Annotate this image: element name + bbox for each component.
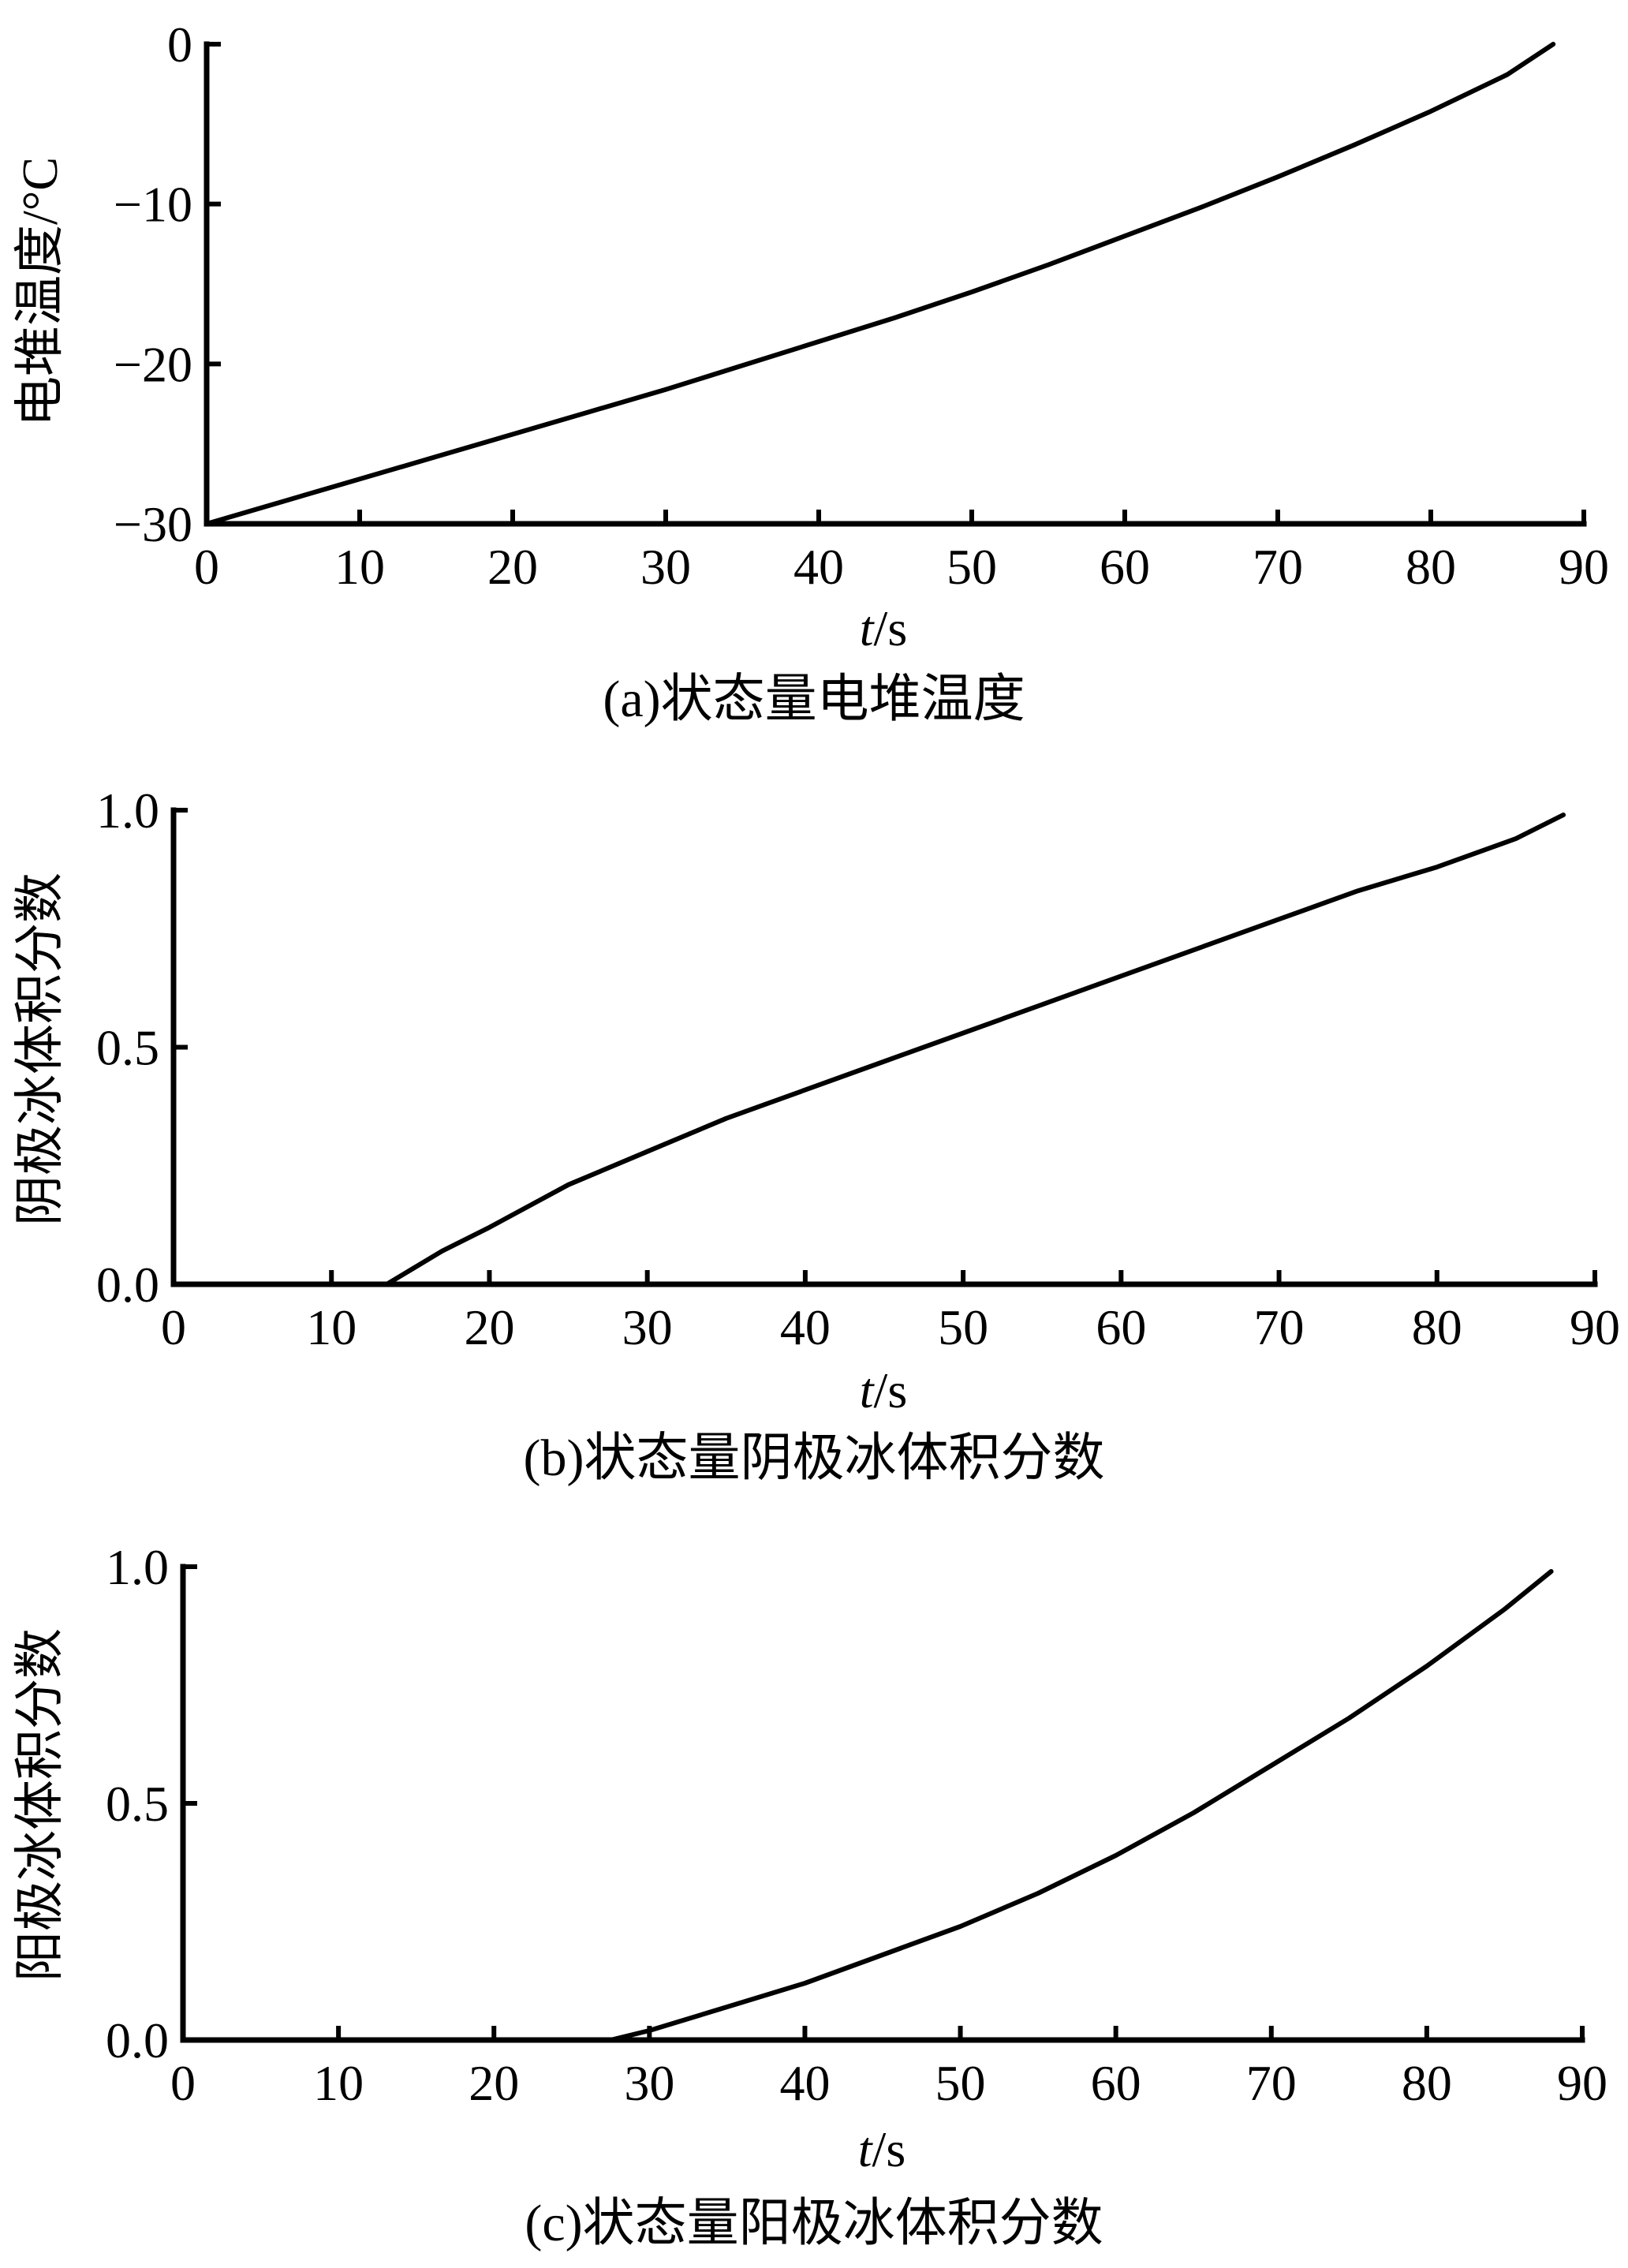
- panel-a-xlabel: t/s: [860, 600, 907, 656]
- panel-b-xtick-label: 10: [306, 1299, 357, 1355]
- panel-c-xtick-label: 50: [935, 2055, 986, 2111]
- panel-b-xtick-label: 50: [938, 1299, 988, 1355]
- panel-c-xtick-label: 70: [1246, 2055, 1297, 2111]
- panel-b-xtick-label: 60: [1096, 1299, 1146, 1355]
- panel-b-xtick-label: 30: [622, 1299, 673, 1355]
- panel-a-xtick-label: 20: [487, 539, 538, 595]
- panel-c-xtick-label: 20: [469, 2055, 519, 2111]
- panel-c: 0 10 20 30 40 50 60 70 80 90 0.0 0.5 1.0 阳极冰体积分数 t/s…: [12, 1539, 1607, 2252]
- panel-a-xtick-label: 80: [1406, 539, 1456, 595]
- panel-c-xlabel-unit: /s: [872, 2121, 906, 2177]
- panel-a-xtick-label: 90: [1559, 539, 1609, 595]
- panel-c-xtick-label: 10: [313, 2055, 364, 2111]
- panel-a-plot: 0 10 20 30 40 50 60 70 80 90 −30 −20 −10 0: [114, 17, 1609, 595]
- panel-b-ytick-label: 0.0: [96, 1257, 159, 1313]
- panel-b-xlabel-unit: /s: [874, 1362, 908, 1418]
- panel-c-ylabel: 阳极冰体积分数: [12, 1628, 68, 1982]
- panel-b-ytick-label: 1.0: [96, 783, 159, 839]
- panel-b-ylabel: 阴极冰体积分数: [12, 872, 68, 1226]
- panel-a-xtick-label: 50: [947, 539, 997, 595]
- panel-c-series-line: [181, 1569, 1554, 2042]
- panel-a-ylabel: 电堆温度/°C: [12, 157, 68, 427]
- panel-a-xlabel-unit: /s: [874, 600, 908, 656]
- panel-a: 0 10 20 30 40 50 60 70 80 90 −30 −20 −10 0 电堆温度/°C t/…: [12, 17, 1609, 728]
- panel-c-xtick-label: 60: [1091, 2055, 1141, 2111]
- panel-b-xtick-label: 70: [1254, 1299, 1305, 1355]
- panel-a-ytick-label: −10: [114, 177, 192, 233]
- panel-b-plot: 0 10 20 30 40 50 60 70 80 90 0.0 0.5 1.0: [96, 783, 1620, 1355]
- panel-a-ytick-label: −30: [114, 496, 192, 552]
- panel-a-ytick-label: 0: [167, 17, 192, 73]
- panel-c-xlabel: t/s: [858, 2121, 905, 2177]
- panel-b-ytick-label: 0.5: [96, 1020, 159, 1076]
- panel-a-xtick-label: 60: [1100, 539, 1150, 595]
- panel-a-series-line: [204, 42, 1556, 526]
- panel-c-plot: 0 10 20 30 40 50 60 70 80 90 0.0 0.5 1.0: [106, 1539, 1607, 2111]
- panel-b-xtick-label: 20: [464, 1299, 514, 1355]
- panel-b-series-line: [171, 813, 1566, 1287]
- panel-c-xlabel-var: t: [858, 2121, 874, 2177]
- panel-b: 0 10 20 30 40 50 60 70 80 90 0.0 0.5 1.0 阴极冰体积分数 t/s…: [12, 783, 1620, 1487]
- panel-b-xtick-label: 0: [161, 1299, 186, 1355]
- panel-c-xtick-label: 40: [779, 2055, 830, 2111]
- panel-c-xtick-label: 30: [624, 2055, 674, 2111]
- panel-b-xtick-label: 40: [780, 1299, 831, 1355]
- panel-c-caption: (c)状态量阳极冰体积分数: [525, 2195, 1103, 2252]
- panel-a-xtick-label: 70: [1253, 539, 1303, 595]
- panel-a-xtick-label: 0: [194, 539, 219, 595]
- panel-c-ytick-label: 0.5: [106, 1776, 169, 1832]
- panel-b-xlabel: t/s: [860, 1362, 907, 1418]
- panel-c-xtick-label: 90: [1557, 2055, 1607, 2111]
- panel-b-xtick-label: 80: [1412, 1299, 1462, 1355]
- panel-b-xtick-label: 90: [1570, 1299, 1620, 1355]
- panel-c-xtick-label: 0: [170, 2055, 196, 2111]
- panel-c-ytick-label: 1.0: [106, 1539, 169, 1595]
- panel-b-xlabel-var: t: [860, 1362, 876, 1418]
- panel-c-xtick-label: 80: [1402, 2055, 1452, 2111]
- panel-a-xlabel-var: t: [860, 600, 876, 656]
- panel-a-xtick-label: 30: [640, 539, 691, 595]
- panel-c-ytick-label: 0.0: [106, 2012, 169, 2068]
- panel-a-xtick-label: 40: [793, 539, 844, 595]
- panel-b-caption: (b)状态量阴极冰体积分数: [524, 1429, 1105, 1487]
- panel-a-ytick-label: −20: [114, 336, 192, 392]
- panel-a-caption: (a)状态量电堆温度: [603, 671, 1025, 728]
- panel-a-xtick-label: 10: [334, 539, 385, 595]
